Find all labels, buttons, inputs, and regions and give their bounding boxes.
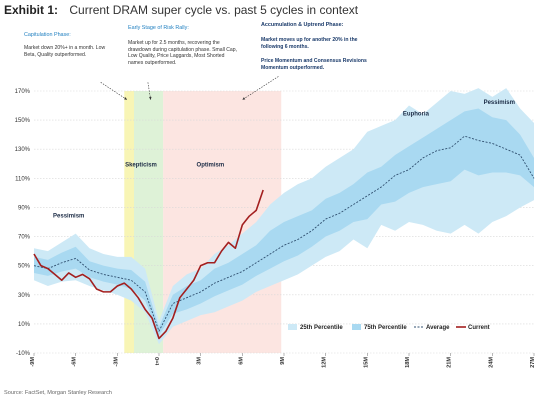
x-tick-label: -9M xyxy=(30,357,36,367)
x-axis: -9M -6M -3M t=0 3M 6M 9M 12M 15M 18M 21M 24M 27M xyxy=(30,353,536,368)
x-tick-label: 27M xyxy=(530,357,536,368)
y-tick-label: 130% xyxy=(15,147,31,153)
callout-arrow xyxy=(100,82,128,100)
y-tick-label: 90% xyxy=(18,205,31,211)
source-note: Source: FactSet, Morgan Stanley Research xyxy=(4,390,112,396)
y-axis: -10% 10% 30% 50% 70% 90% 110% 130% 150% 170% xyxy=(15,89,31,357)
current-line xyxy=(33,189,264,340)
legend-75th-percentile-label: 75th Percentile xyxy=(364,325,407,331)
legend-current: Current xyxy=(456,325,490,331)
annotation-pessimism: Pessimism xyxy=(484,100,515,106)
capitulation-phase-text: Market down 20%+ in a month. Low Beta, Q… xyxy=(24,45,106,58)
callout-arrow-head xyxy=(242,97,246,100)
y-tick-label: 170% xyxy=(15,89,31,95)
x-tick-label: -6M xyxy=(72,357,78,367)
y-tick-label: 10% xyxy=(18,322,31,328)
x-tick-label: 6M xyxy=(238,357,244,365)
early-stage-phase-title: Early Stage of Risk Rally: xyxy=(128,25,189,31)
exhibit-header: Exhibit 1: Current DRAM super cycle vs. … xyxy=(4,3,358,17)
x-tick-label: -3M xyxy=(113,357,119,367)
x-tick-label: 18M xyxy=(405,357,411,368)
callout-arrows xyxy=(100,76,279,100)
x-tick-label: 15M xyxy=(363,357,369,368)
cycle-annotations: Pessimism Skepticism Optimism Euphoria Pessi… xyxy=(53,100,515,220)
x-tick-label: 9M xyxy=(280,357,286,365)
annotation-optimism: Optimism xyxy=(197,163,225,169)
legend-average: Average xyxy=(414,325,450,331)
legend-25th-percentile-swatch xyxy=(288,324,297,330)
chart-title: Current DRAM super cycle vs. past 5 cycl… xyxy=(69,3,359,17)
x-tick-label: t=0 xyxy=(155,357,161,365)
exhibit-label: Exhibit 1: xyxy=(4,3,59,17)
annotation-pessimism: Pessimism xyxy=(53,214,84,220)
early-stage-phase-text: Market up for 2.5 months, recovering the… xyxy=(128,40,238,66)
x-tick-label: 21M xyxy=(447,357,453,368)
callout-arrow xyxy=(147,82,151,100)
x-tick-label: 24M xyxy=(488,357,494,368)
y-tick-label: 50% xyxy=(18,264,31,270)
callout-arrow xyxy=(242,76,279,100)
accumulation-phase-text-2: Price Momentum and Consensus Revisions M… xyxy=(261,58,367,71)
x-tick-label: 3M xyxy=(197,357,203,365)
legend-current-label: Current xyxy=(468,325,490,331)
legend: 25th Percentile 75th Percentile Average Cur… xyxy=(288,324,490,331)
capitulation-phase-title: Capitulation Phase: xyxy=(24,32,71,38)
legend-average-label: Average xyxy=(426,325,450,331)
annotation-euphoria: Euphoria xyxy=(403,112,430,118)
legend-75th-percentile-swatch xyxy=(352,324,361,330)
x-tick-label: 12M xyxy=(322,357,328,368)
legend-25th-percentile-label: 25th Percentile xyxy=(300,325,343,331)
y-tick-label: 150% xyxy=(15,118,31,124)
legend-25th-percentile: 25th Percentile xyxy=(288,324,343,331)
accumulation-phase-title: Accumulation & Uptrend Phase: xyxy=(261,22,344,28)
band-75th-percentile xyxy=(34,108,534,336)
accumulation-phase-text-1: Market moves up for another 20% in the f… xyxy=(261,37,358,50)
legend-75th-percentile: 75th Percentile xyxy=(352,324,407,331)
y-tick-label: 70% xyxy=(18,235,31,241)
percentile-bands xyxy=(34,88,534,345)
callout-arrow-head xyxy=(124,97,128,100)
y-tick-label: -10% xyxy=(16,351,31,357)
series-lines xyxy=(33,135,535,340)
callout-arrow-head xyxy=(148,96,152,100)
y-tick-label: 110% xyxy=(15,176,31,182)
y-tick-label: 30% xyxy=(18,293,31,299)
zone-capitulation xyxy=(124,91,134,353)
annotation-skepticism: Skepticism xyxy=(125,163,157,169)
